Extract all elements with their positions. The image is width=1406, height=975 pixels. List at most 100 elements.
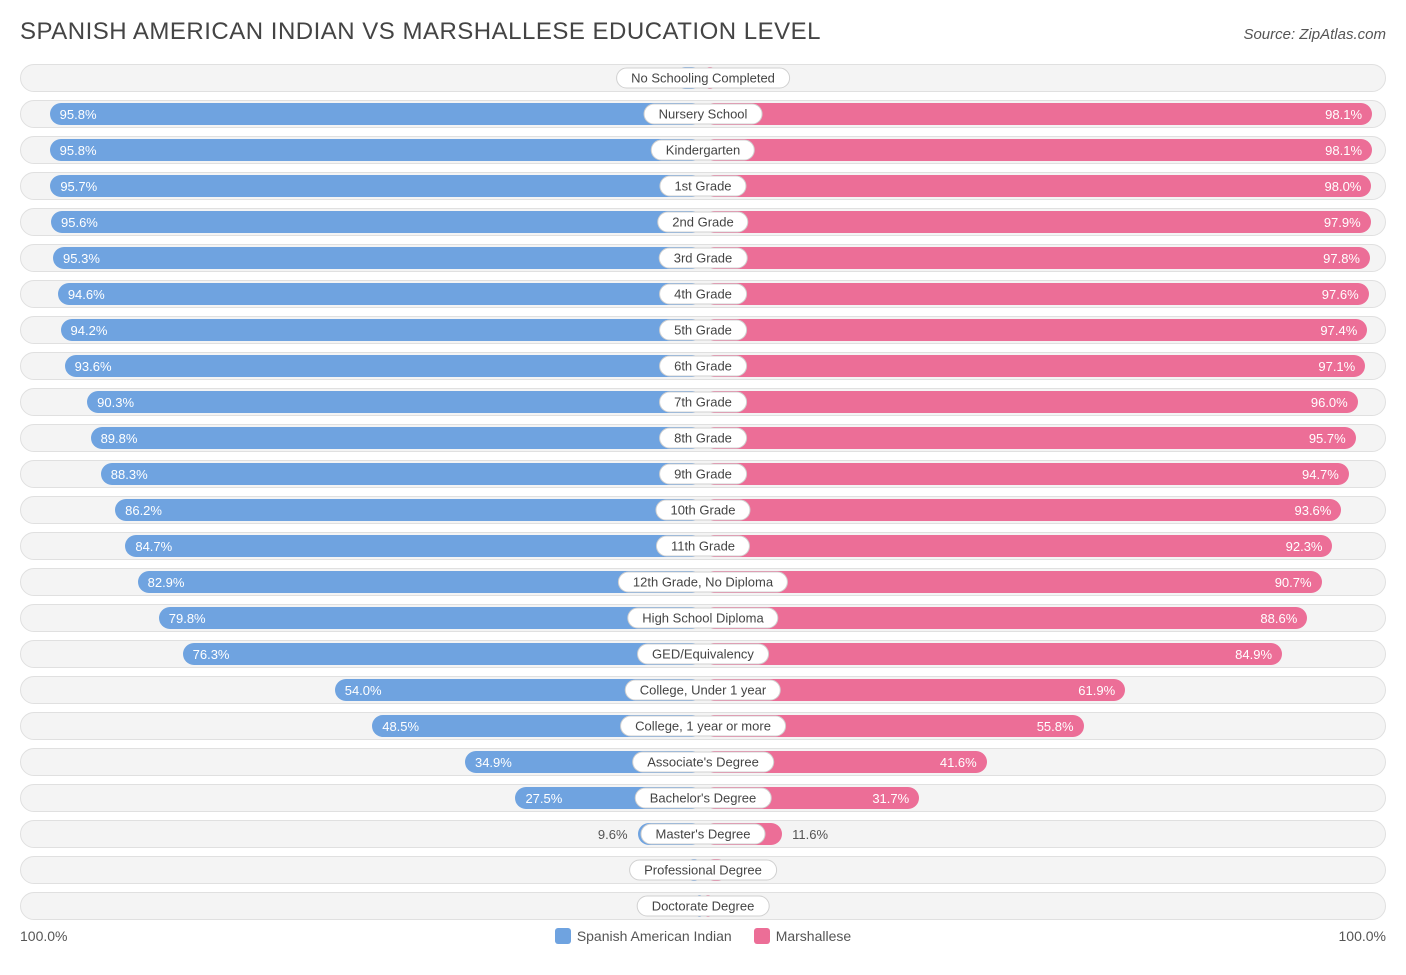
chart-row: 48.5%55.8%College, 1 year or more <box>20 712 1386 740</box>
category-label: 2nd Grade <box>657 212 748 233</box>
education-diverging-bar-chart: 4.2%2.0%No Schooling Completed95.8%98.1%… <box>20 64 1386 920</box>
bar-right <box>703 319 1367 341</box>
bar-right <box>703 427 1356 449</box>
bar-left <box>159 607 703 629</box>
value-left: 48.5% <box>372 713 429 739</box>
bar-left <box>61 319 703 341</box>
category-label: 11th Grade <box>656 536 750 557</box>
legend-swatch-left <box>555 928 571 944</box>
chart-row: 94.2% 97.4% 5th Grade <box>20 316 1386 344</box>
bar-right <box>703 499 1341 521</box>
value-left: 89.8% <box>91 425 148 451</box>
bar-left <box>91 427 703 449</box>
chart-row: 4.2%2.0%No Schooling Completed <box>20 64 1386 92</box>
chart-row: 1.1%1.5%Doctorate Degree <box>20 892 1386 920</box>
bar-right <box>703 463 1349 485</box>
category-label: Kindergarten <box>651 140 755 161</box>
chart-footer: 100.0% Spanish American Indian Marshalle… <box>20 928 1386 944</box>
bar-left <box>115 499 703 521</box>
category-label: 5th Grade <box>659 320 747 341</box>
value-right: 90.7% <box>1265 569 1322 595</box>
category-label: 8th Grade <box>659 428 747 449</box>
bar-left <box>183 643 703 665</box>
category-label: GED/Equivalency <box>637 644 769 665</box>
chart-row: 95.8% 98.1% Kindergarten <box>20 136 1386 164</box>
chart-row: 88.3%94.7%9th Grade <box>20 460 1386 488</box>
bar-right <box>703 355 1365 377</box>
legend-label-right: Marshallese <box>776 928 851 944</box>
bar-right <box>703 535 1332 557</box>
value-right: 84.9% <box>1225 641 1282 667</box>
legend-item-left: Spanish American Indian <box>555 928 732 944</box>
bar-left <box>53 247 703 269</box>
bar-left <box>50 175 703 197</box>
header: SPANISH AMERICAN INDIAN VS MARSHALLESE E… <box>20 18 1386 46</box>
value-right: 11.6% <box>782 821 838 847</box>
value-left: 9.6% <box>588 821 638 847</box>
value-right: 98.1% <box>1315 137 1372 163</box>
value-right: 98.1% <box>1315 101 1372 127</box>
value-right: 98.0% <box>1315 173 1372 199</box>
bar-left <box>50 103 703 125</box>
category-label: High School Diploma <box>627 608 778 629</box>
legend-swatch-right <box>754 928 770 944</box>
chart-row: 94.6%97.6%4th Grade <box>20 280 1386 308</box>
chart-row: 9.6% 11.6% Master's Degree <box>20 820 1386 848</box>
category-label: 1st Grade <box>659 176 746 197</box>
page-title: SPANISH AMERICAN INDIAN VS MARSHALLESE E… <box>20 18 821 46</box>
category-label: 4th Grade <box>659 284 747 305</box>
value-left: 76.3% <box>183 641 240 667</box>
value-left: 54.0% <box>335 677 392 703</box>
chart-row: 86.2% 93.6% 10th Grade <box>20 496 1386 524</box>
chart-row: 95.6%97.9%2nd Grade <box>20 208 1386 236</box>
value-left: 95.8% <box>50 137 107 163</box>
category-label: 7th Grade <box>659 392 747 413</box>
value-left: 94.2% <box>61 317 118 343</box>
bar-right <box>703 607 1307 629</box>
bar-right <box>703 571 1322 593</box>
value-left: 27.5% <box>515 785 572 811</box>
bar-right <box>703 247 1370 269</box>
chart-row: 27.5%31.7%Bachelor's Degree <box>20 784 1386 812</box>
bar-left <box>101 463 703 485</box>
value-right: 88.6% <box>1250 605 1307 631</box>
chart-row: 89.8%95.7%8th Grade <box>20 424 1386 452</box>
bar-right <box>703 283 1369 305</box>
value-right: 97.4% <box>1310 317 1367 343</box>
chart-row: 79.8%88.6%High School Diploma <box>20 604 1386 632</box>
value-right: 97.8% <box>1313 245 1370 271</box>
category-label: 9th Grade <box>659 464 747 485</box>
value-left: 95.3% <box>53 245 110 271</box>
bar-left <box>87 391 703 413</box>
value-right: 97.6% <box>1312 281 1369 307</box>
bar-left <box>58 283 703 305</box>
chart-row: 2.7%3.8%Professional Degree <box>20 856 1386 884</box>
category-label: No Schooling Completed <box>616 68 790 89</box>
category-label: 6th Grade <box>659 356 747 377</box>
bar-right <box>703 211 1371 233</box>
category-label: Master's Degree <box>641 824 766 845</box>
value-left: 82.9% <box>138 569 195 595</box>
bar-right <box>703 643 1282 665</box>
chart-row: 93.6%97.1%6th Grade <box>20 352 1386 380</box>
value-right: 93.6% <box>1284 497 1341 523</box>
category-label: Professional Degree <box>629 860 777 881</box>
value-left: 86.2% <box>115 497 172 523</box>
category-label: Doctorate Degree <box>637 896 770 917</box>
bar-right <box>703 139 1372 161</box>
value-right: 61.9% <box>1068 677 1125 703</box>
category-label: 12th Grade, No Diploma <box>618 572 788 593</box>
value-left: 84.7% <box>125 533 182 559</box>
value-right: 97.9% <box>1314 209 1371 235</box>
category-label: 10th Grade <box>655 500 750 521</box>
value-left: 93.6% <box>65 353 122 379</box>
category-label: Associate's Degree <box>632 752 774 773</box>
chart-row: 84.7%92.3%11th Grade <box>20 532 1386 560</box>
bar-right <box>703 103 1372 125</box>
value-right: 41.6% <box>930 749 987 775</box>
category-label: Bachelor's Degree <box>635 788 772 809</box>
chart-row: 95.3%97.8%3rd Grade <box>20 244 1386 272</box>
axis-left-max: 100.0% <box>20 928 67 944</box>
chart-row: 95.8%98.1%Nursery School <box>20 100 1386 128</box>
source-attribution: Source: ZipAtlas.com <box>1243 26 1386 43</box>
